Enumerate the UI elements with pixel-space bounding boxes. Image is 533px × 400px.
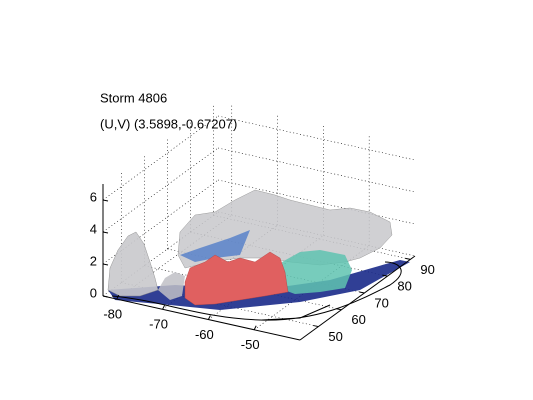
x-tick-label: -50	[241, 337, 260, 352]
y-tick-label: 70	[374, 295, 388, 310]
z-tick	[102, 231, 109, 234]
y-tick	[359, 291, 365, 294]
x-tick	[162, 305, 166, 310]
y-axis	[299, 255, 416, 341]
y-grid-line	[190, 231, 388, 277]
base-shadow	[108, 260, 410, 310]
y-tick-label: 90	[420, 262, 434, 277]
x-tick-label: -80	[103, 307, 122, 322]
chart-subtitle: (U,V) (3.5898,-0.67207)	[100, 116, 237, 131]
x-tick	[207, 315, 211, 320]
x-tick-label: -60	[195, 327, 214, 342]
gray-ridge-middle	[158, 272, 185, 300]
y-grid-line	[144, 265, 342, 311]
z-grid-line	[217, 211, 416, 257]
red-surface	[184, 251, 289, 306]
y-tick	[405, 257, 411, 260]
x-axis	[102, 295, 301, 341]
x-tick	[116, 294, 120, 300]
chart-title: Storm 4806	[100, 90, 167, 105]
gray-peak-left	[107, 231, 159, 297]
z-tick-label: 2	[90, 253, 97, 268]
y-tick-label: 60	[351, 312, 365, 327]
z-tick-label: 6	[90, 189, 97, 204]
z-grid-line	[217, 147, 416, 193]
blue-surface	[180, 230, 250, 262]
y-grid-line	[213, 215, 411, 260]
y-tick	[313, 325, 319, 328]
contour-line	[111, 261, 402, 321]
z-tick-label: 0	[90, 285, 97, 300]
z-tick	[102, 199, 109, 202]
x-tick-label: -70	[149, 317, 168, 332]
y-tick	[336, 308, 342, 311]
x-tick	[253, 325, 257, 330]
axis-layer: 0 2 4 6 -80 -70 -60 -50 50 60 70 80 90	[90, 184, 435, 352]
y-tick-label: 80	[397, 279, 411, 294]
y-tick	[382, 274, 388, 277]
z-grid-line	[217, 179, 416, 225]
z-tick-label: 4	[90, 221, 97, 236]
z-tick	[102, 295, 109, 298]
y-tick-label: 50	[328, 329, 342, 344]
z-tick	[102, 263, 109, 266]
surface	[107, 189, 410, 321]
z-grid-line	[217, 115, 416, 161]
teal-surface	[282, 250, 352, 294]
